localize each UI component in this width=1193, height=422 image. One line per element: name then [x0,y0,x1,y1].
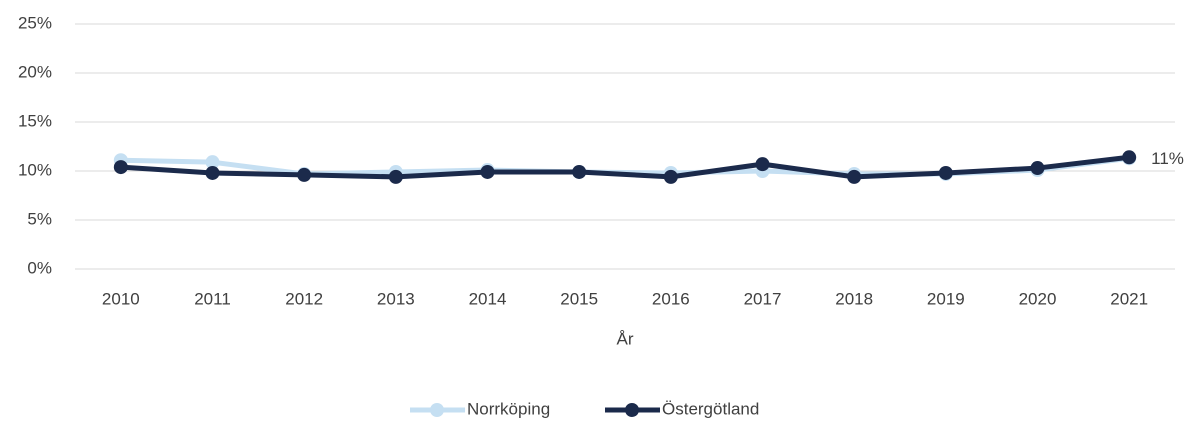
x-tick-label: 2011 [194,289,231,308]
legend-label: Östergötland [662,399,759,418]
y-tick-label: 20% [18,62,52,81]
y-tick-label: 15% [18,111,52,130]
point [755,157,770,172]
point [572,164,587,179]
x-tick-label: 2012 [285,289,323,308]
y-tick-label: 5% [27,209,52,228]
y-tick-label: 25% [18,13,52,32]
x-tick-label: 2010 [102,289,140,308]
point [1122,150,1137,165]
x-tick-label: 2017 [744,289,782,308]
x-tick-label: 2018 [835,289,873,308]
x-tick-label: 2014 [469,289,507,308]
data-label: 11% [1151,149,1184,168]
point [847,169,862,184]
point [480,164,495,179]
point [113,160,128,175]
x-tick-label: 2021 [1110,289,1148,308]
point [297,167,312,182]
x-tick-label: 2019 [927,289,965,308]
x-tick-label: 2020 [1019,289,1057,308]
x-tick-label: 2015 [560,289,598,308]
point [1030,161,1045,176]
series-line [120,154,1130,180]
point [205,155,220,170]
x-tick-label: 2016 [652,289,690,308]
x-tick-label: 2013 [377,289,415,308]
y-tick-label: 0% [27,258,52,277]
point [663,169,678,184]
legend-marker [625,403,639,417]
x-axis-label: År [617,329,634,348]
y-tick-label: 10% [18,160,52,179]
point [205,165,220,180]
legend-marker [430,403,444,417]
legend-label: Norrköping [467,399,550,418]
point [388,169,403,184]
point [938,165,953,180]
